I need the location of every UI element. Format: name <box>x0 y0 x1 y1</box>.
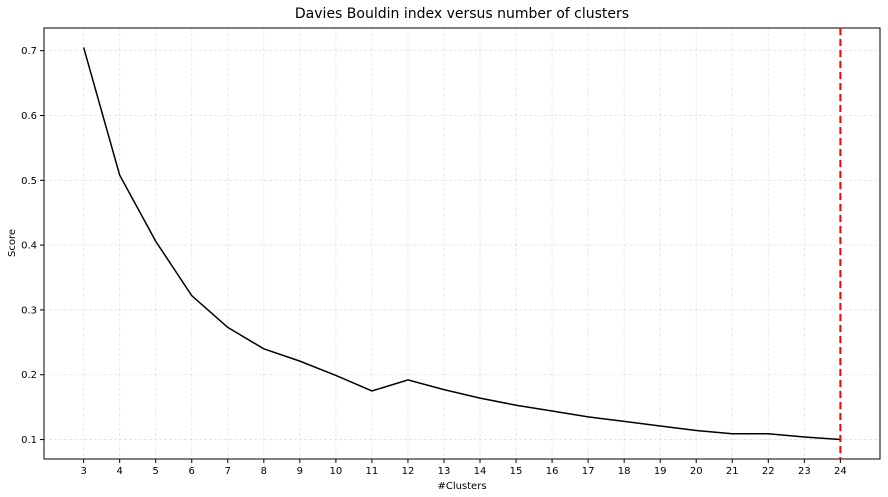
x-tick-label: 13 <box>438 466 451 477</box>
x-axis: 3 4 5 6 7 8 9 10 11 12 13 14 15 16 17 18 19 20 21 22 23 24 <box>80 459 847 477</box>
x-tick-label: 22 <box>762 466 775 477</box>
series-line <box>82 47 841 441</box>
x-tick-label: 20 <box>690 466 703 477</box>
x-tick-label: 9 <box>297 466 303 477</box>
y-axis: 0.1 0.2 0.3 0.4 0.5 0.6 0.7 <box>21 46 44 446</box>
x-tick-label: 17 <box>582 466 595 477</box>
x-tick-label: 21 <box>726 466 739 477</box>
x-tick-label: 10 <box>330 466 343 477</box>
y-tick-label: 0.7 <box>21 46 37 57</box>
x-tick-label: 14 <box>474 466 487 477</box>
grid <box>44 28 880 459</box>
y-axis-label: Score <box>7 229 18 257</box>
y-tick-label: 0.3 <box>21 305 37 316</box>
x-tick-label: 6 <box>189 466 195 477</box>
y-tick-label: 0.1 <box>21 435 37 446</box>
x-tick-label: 16 <box>546 466 559 477</box>
x-tick-label: 5 <box>153 466 159 477</box>
y-tick-label: 0.6 <box>21 111 37 122</box>
x-tick-label: 11 <box>366 466 379 477</box>
x-tick-label: 3 <box>80 466 86 477</box>
x-tick-label: 4 <box>116 466 122 477</box>
plot-area <box>43 27 881 460</box>
chart-title: Davies Bouldin index versus number of cl… <box>295 6 629 22</box>
x-tick-label: 8 <box>261 466 267 477</box>
x-tick-label: 7 <box>225 466 231 477</box>
x-tick-label: 24 <box>834 466 847 477</box>
x-tick-label: 19 <box>654 466 667 477</box>
x-tick-label: 15 <box>510 466 523 477</box>
x-axis-label: #Clusters <box>437 481 486 492</box>
x-tick-label: 12 <box>402 466 415 477</box>
x-tick-label: 18 <box>618 466 631 477</box>
y-tick-label: 0.5 <box>21 176 37 187</box>
y-tick-label: 0.4 <box>21 241 37 252</box>
y-tick-label: 0.2 <box>21 370 37 381</box>
x-tick-label: 23 <box>798 466 811 477</box>
